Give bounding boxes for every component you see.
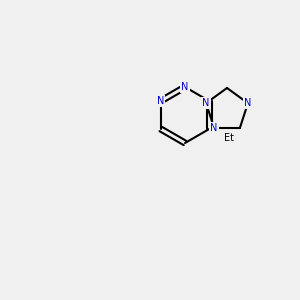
- Text: N: N: [181, 82, 189, 92]
- Text: Et: Et: [224, 133, 234, 143]
- Text: N: N: [210, 123, 218, 133]
- Text: N: N: [244, 98, 252, 108]
- Text: N: N: [157, 96, 164, 106]
- Text: N: N: [202, 98, 210, 108]
